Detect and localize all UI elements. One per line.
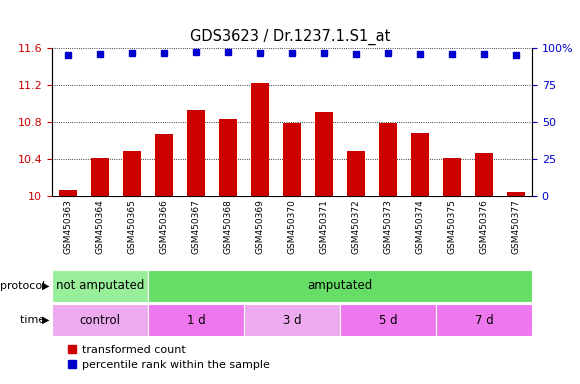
Bar (52, 304, 148, 336)
Legend: transformed count, percentile rank within the sample: transformed count, percentile rank withi… (63, 340, 274, 375)
Text: 3 d: 3 d (282, 313, 302, 326)
Text: GSM450373: GSM450373 (383, 200, 393, 255)
Text: GSM450366: GSM450366 (160, 200, 169, 255)
Bar (52, 270, 148, 302)
Text: GSM450376: GSM450376 (480, 200, 488, 255)
Bar (347, 151, 365, 196)
Bar (411, 133, 429, 196)
Text: GSM450364: GSM450364 (96, 200, 104, 254)
Text: time: time (20, 315, 49, 325)
Text: 5 d: 5 d (379, 313, 397, 326)
Text: GSM450375: GSM450375 (448, 200, 456, 255)
Text: 7 d: 7 d (474, 313, 494, 326)
Text: GSM450365: GSM450365 (128, 200, 136, 255)
Text: ▶: ▶ (42, 281, 49, 291)
Text: amputated: amputated (307, 280, 372, 293)
Text: GSM450369: GSM450369 (256, 200, 264, 255)
Bar (187, 110, 205, 196)
Bar (443, 158, 461, 196)
Bar (91, 158, 109, 196)
Text: GDS3623 / Dr.1237.1.S1_at: GDS3623 / Dr.1237.1.S1_at (190, 29, 390, 45)
Bar (219, 119, 237, 196)
Bar (123, 151, 141, 196)
Bar (148, 270, 532, 302)
Bar (315, 112, 333, 196)
Text: GSM450370: GSM450370 (288, 200, 296, 255)
Text: GSM450372: GSM450372 (351, 200, 361, 254)
Bar (475, 154, 493, 196)
Bar (340, 304, 436, 336)
Text: protocol: protocol (1, 281, 49, 291)
Text: GSM450374: GSM450374 (415, 200, 425, 254)
Text: 1 d: 1 d (187, 313, 205, 326)
Bar (59, 190, 77, 196)
Text: control: control (79, 313, 121, 326)
Text: not amputated: not amputated (56, 280, 144, 293)
Text: GSM450367: GSM450367 (191, 200, 201, 255)
Bar (148, 304, 244, 336)
Bar (244, 304, 340, 336)
Bar (436, 304, 532, 336)
Bar (283, 123, 301, 196)
Bar (379, 123, 397, 196)
Text: GSM450368: GSM450368 (223, 200, 233, 255)
Text: ▶: ▶ (42, 315, 49, 325)
Text: GSM450371: GSM450371 (320, 200, 328, 255)
Bar (155, 134, 173, 196)
Text: GSM450377: GSM450377 (512, 200, 520, 255)
Bar (251, 83, 269, 196)
Bar (507, 192, 525, 196)
Text: GSM450363: GSM450363 (63, 200, 72, 255)
